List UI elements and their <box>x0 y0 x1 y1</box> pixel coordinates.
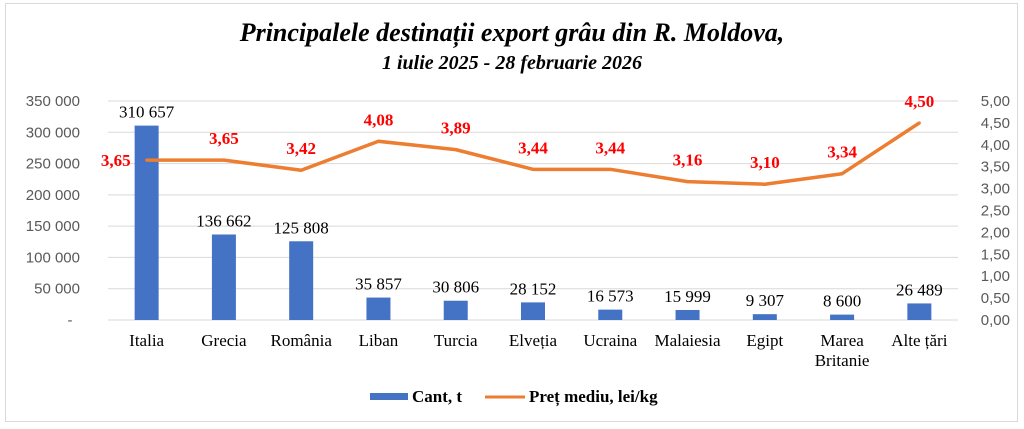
bar-value-label: 35 857 <box>355 275 402 294</box>
bar-value-label: 30 806 <box>432 278 479 297</box>
left-axis-tick: 250 000 <box>26 156 80 173</box>
category-label: Elveția <box>509 331 558 350</box>
category-label: Italia <box>129 331 164 350</box>
price-point <box>917 121 921 125</box>
bar-value-label: 310 657 <box>119 103 175 122</box>
category-label: Egipt <box>746 331 783 350</box>
price-value-label: 3,42 <box>286 139 316 158</box>
bar-4 <box>366 297 391 320</box>
left-axis-tick: 150 000 <box>26 218 80 235</box>
right-axis-tick: 1,00 <box>981 268 1010 285</box>
price-value-label: 3,65 <box>209 129 239 148</box>
price-value-label: 3,65 <box>101 151 131 170</box>
bar-value-label: 8 600 <box>823 292 861 311</box>
right-axis-tick: 0,50 <box>981 290 1010 307</box>
price-value-label: 3,16 <box>673 151 703 170</box>
left-axis-tick: 300 000 <box>26 124 80 141</box>
category-label: Marea <box>820 331 864 350</box>
bar-7 <box>598 309 623 320</box>
chart-title: Principalele destinații export grâu din … <box>239 18 785 47</box>
left-axis-tick: - <box>68 312 73 329</box>
right-axis-tick: 0,00 <box>981 312 1010 329</box>
price-point <box>376 139 380 143</box>
bar-8 <box>675 309 700 320</box>
left-axis-tick: 350 000 <box>26 93 80 110</box>
category-label: Grecia <box>201 331 247 350</box>
legend-label-price: Preț mediu, lei/kg <box>529 387 658 406</box>
price-value-label: 3,44 <box>595 138 625 157</box>
bar-value-label: 15 999 <box>664 287 711 306</box>
bar-value-label: 26 489 <box>896 280 943 299</box>
left-axis-tick: 100 000 <box>26 249 80 266</box>
right-axis-tick: 4,00 <box>981 137 1010 154</box>
bar-5 <box>443 300 468 320</box>
price-value-label: 3,89 <box>441 119 471 138</box>
right-axis-tick: 5,00 <box>981 93 1010 110</box>
bar-3 <box>289 241 314 320</box>
right-axis-tick: 1,50 <box>981 246 1010 263</box>
bar-value-label: 28 152 <box>510 279 557 298</box>
category-label: Turcia <box>434 331 478 350</box>
chart-subtitle: 1 iulie 2025 - 28 februarie 2026 <box>382 52 642 74</box>
bar-10 <box>830 314 855 320</box>
right-axis-tick: 3,00 <box>981 181 1010 198</box>
left-axis-tick: 200 000 <box>26 187 80 204</box>
price-point <box>222 158 226 162</box>
price-point <box>145 158 149 162</box>
price-point <box>454 148 458 152</box>
category-label: România <box>270 331 332 350</box>
bar-value-label: 9 307 <box>746 291 785 310</box>
price-value-label: 3,10 <box>750 153 780 172</box>
bar-9 <box>752 314 777 320</box>
bar-value-label: 16 573 <box>587 287 634 306</box>
right-axis-tick: 2,00 <box>981 224 1010 241</box>
bar-value-label: 125 808 <box>274 218 329 237</box>
price-point <box>299 168 303 172</box>
category-label: Britanie <box>815 351 870 370</box>
legend-label-quantity: Cant, t <box>412 387 463 406</box>
category-label: Alte țări <box>891 331 947 350</box>
price-point <box>608 167 612 171</box>
price-point <box>763 182 767 186</box>
price-value-label: 3,34 <box>827 143 857 162</box>
right-axis-tick: 3,50 <box>981 159 1010 176</box>
category-label: Liban <box>359 331 399 350</box>
chart-frame <box>5 3 1018 422</box>
bar-6 <box>521 302 545 320</box>
price-point <box>686 180 690 184</box>
price-value-label: 4,50 <box>904 92 934 111</box>
bar-value-label: 136 662 <box>196 211 251 230</box>
right-axis-tick: 4,50 <box>981 115 1010 132</box>
bar-11 <box>907 303 932 320</box>
category-label: Ucraina <box>583 331 637 350</box>
bar-2 <box>211 234 236 320</box>
left-axis-tick: 50 000 <box>34 281 80 298</box>
bar-1 <box>134 125 159 320</box>
price-value-label: 4,08 <box>364 110 394 129</box>
price-value-label: 3,44 <box>518 138 548 157</box>
price-point <box>531 167 535 171</box>
category-label: Malaiesia <box>654 331 721 350</box>
price-point <box>840 172 844 176</box>
right-axis-tick: 2,50 <box>981 203 1010 220</box>
